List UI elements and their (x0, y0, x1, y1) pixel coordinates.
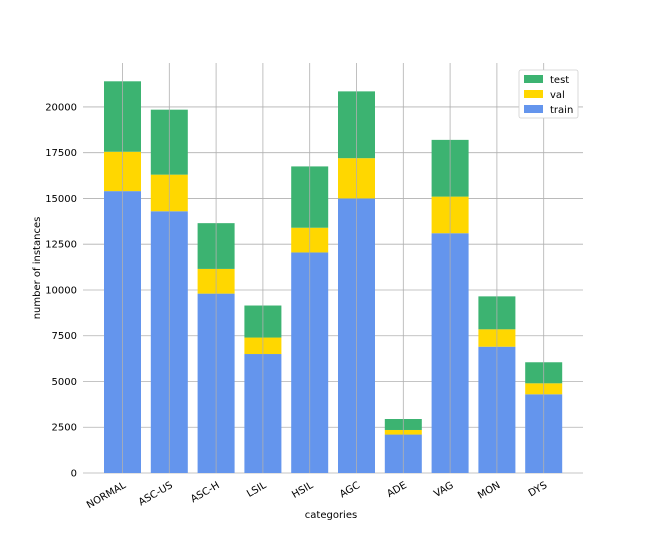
y-tick-label: 12500 (45, 240, 77, 251)
legend-swatch-train (524, 105, 543, 113)
y-tick-label: 5000 (52, 377, 77, 388)
y-tick-label: 0 (71, 469, 77, 480)
y-tick-label: 7500 (52, 331, 77, 342)
x-tick-label: HSIL (290, 480, 315, 501)
y-tick-labels: 0 2500 5000 7500 10000 12500 15000 17500 20000 (45, 102, 77, 479)
legend-swatch-test (524, 75, 543, 83)
x-tick-label: DYS (527, 480, 549, 499)
y-tick-label: 10000 (45, 285, 77, 296)
legend: test val train (518, 69, 579, 119)
legend-label-test: test (550, 75, 569, 86)
y-tick-label: 17500 (45, 148, 77, 159)
legend-label-train: train (550, 105, 573, 116)
x-tick-label: VAG (432, 480, 455, 500)
x-axis-label: categories (305, 510, 357, 521)
y-tick-label: 20000 (45, 102, 77, 113)
y-tick-label: 2500 (52, 423, 77, 434)
bars (104, 81, 563, 474)
x-tick-label: MON (476, 480, 502, 502)
x-tick-labels: NORMAL ASC-US ASC-H LSIL HSIL AGC ADE VAG MON DYS (85, 480, 549, 511)
y-axis-label: number of instances (32, 217, 43, 320)
x-tick-label: ADE (385, 480, 409, 500)
x-tick-label: AGC (338, 480, 362, 500)
x-tick-label: LSIL (245, 480, 269, 500)
legend-label-val: val (550, 90, 565, 101)
x-tick-label: NORMAL (85, 480, 128, 511)
y-tick-label: 15000 (45, 194, 77, 205)
legend-swatch-val (524, 90, 543, 98)
x-tick-label: ASC-H (189, 480, 222, 505)
x-tick-label: ASC-US (137, 480, 175, 508)
